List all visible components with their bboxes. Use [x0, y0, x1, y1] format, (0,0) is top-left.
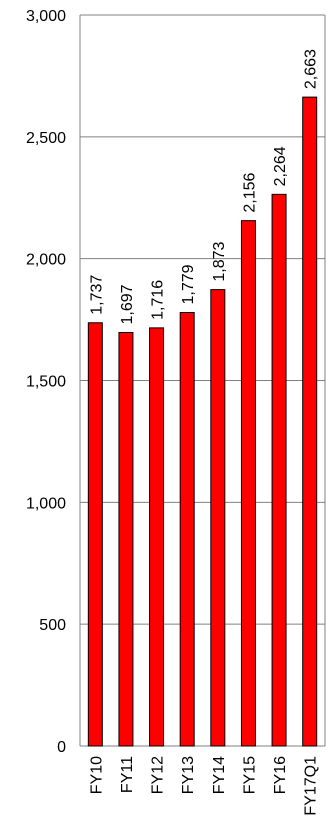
bar — [118, 331, 134, 747]
bar — [87, 322, 103, 747]
x-tick-label: FY13 — [180, 756, 197, 794]
bar — [271, 193, 287, 747]
data-label: 1,697 — [119, 284, 136, 324]
x-tick-label: FY11 — [119, 756, 136, 793]
y-tick-label: 0 — [57, 739, 66, 756]
data-label: 1,873 — [211, 241, 228, 281]
y-tick-label: 1,500 — [26, 374, 66, 391]
data-label: 2,156 — [241, 173, 258, 213]
y-tick-label: 2,000 — [26, 252, 66, 269]
y-tick-label: 1,000 — [26, 495, 66, 512]
x-axis: FY10 FY11 FY12 FY13 FY14 FY15 FY16 FY17Q1 — [88, 756, 319, 816]
data-label: 1,716 — [150, 280, 167, 320]
y-tick-label: 2,500 — [26, 130, 66, 147]
bar — [302, 96, 318, 747]
bars — [87, 96, 318, 747]
data-label: 2,663 — [303, 49, 320, 89]
y-axis: 0 500 1,000 1,500 2,000 2,500 3,000 — [26, 8, 326, 756]
bar — [240, 220, 256, 747]
x-tick-label: FY10 — [88, 756, 105, 794]
bar — [210, 289, 226, 747]
gridlines — [80, 14, 325, 747]
x-tick-label: FY12 — [150, 756, 167, 794]
x-tick-label: FY15 — [241, 756, 258, 794]
x-tick-label: FY16 — [272, 756, 289, 794]
data-label: 1,779 — [180, 264, 197, 304]
x-tick-label: FY14 — [211, 756, 228, 794]
data-labels: 1,737 1,697 1,716 1,779 1,873 2,156 2,264 2,663 — [88, 49, 319, 325]
y-tick-label: 3,000 — [26, 8, 66, 25]
bar — [179, 312, 195, 747]
data-label: 1,737 — [88, 275, 105, 315]
y-tick-label: 500 — [39, 617, 66, 634]
x-tick-label: FY17Q1 — [303, 756, 320, 816]
data-label: 2,264 — [272, 146, 289, 186]
bar — [149, 327, 165, 747]
